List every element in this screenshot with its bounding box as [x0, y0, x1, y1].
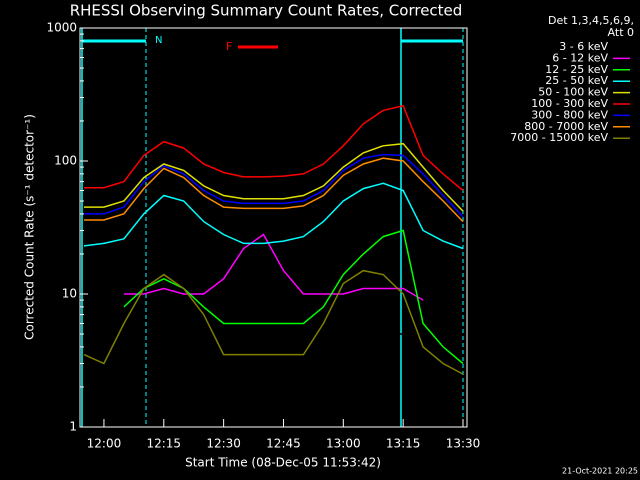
series-line — [83, 269, 464, 375]
y-axis-label: Corrected Count Rate (s⁻¹ detector⁻¹) — [23, 114, 37, 340]
night-markers — [81, 28, 464, 427]
y-tick-label: 100 — [54, 154, 77, 168]
annotation: N — [155, 35, 162, 46]
x-tick-label: 12:15 — [146, 437, 181, 451]
x-axis-label: Start Time (08-Dec-05 11:53:42) — [185, 456, 381, 470]
series-line — [84, 104, 464, 192]
series-line — [83, 182, 464, 250]
x-tick-label: 12:30 — [206, 437, 241, 451]
legend-label: 100 - 300 keV — [531, 97, 608, 110]
x-tick-label: 12:00 — [87, 437, 122, 451]
x-tick-label: 13:30 — [446, 437, 481, 451]
plot-frame — [79, 27, 468, 428]
legend-label: 3 - 6 keV — [559, 40, 608, 53]
legend-label: 300 - 800 keV — [531, 108, 608, 121]
legend-title: Att 0 — [608, 26, 634, 39]
footer: 21-Oct-2021 20:25 — [562, 467, 638, 476]
y-tick-label: 1 — [69, 420, 77, 434]
legend-label: 800 - 7000 keV — [524, 120, 608, 133]
legend-label: 6 - 12 keV — [552, 51, 608, 64]
series-line — [123, 229, 464, 365]
series-line — [84, 142, 464, 212]
chart-title: RHESSI Observing Summary Count Rates, Co… — [70, 2, 463, 20]
x-tick-label: 13:00 — [326, 437, 361, 451]
legend-label: 12 - 25 keV — [545, 63, 608, 76]
series-line — [123, 233, 424, 301]
legend-label: 7000 - 15000 keV — [510, 131, 608, 144]
series-line — [84, 153, 464, 218]
series-line — [84, 157, 464, 223]
x-tick-label: 12:45 — [266, 437, 301, 451]
y-tick-label: 10 — [62, 287, 77, 301]
legend-label: 25 - 50 keV — [545, 74, 608, 87]
legend-label: 50 - 100 keV — [538, 86, 608, 99]
x-tick-label: 13:15 — [386, 437, 421, 451]
annotation: F — [226, 40, 232, 53]
series-line — [84, 243, 424, 389]
legend-title: Det 1,3,4,5,6,9, — [548, 14, 634, 27]
y-tick-label: 1000 — [46, 21, 77, 35]
